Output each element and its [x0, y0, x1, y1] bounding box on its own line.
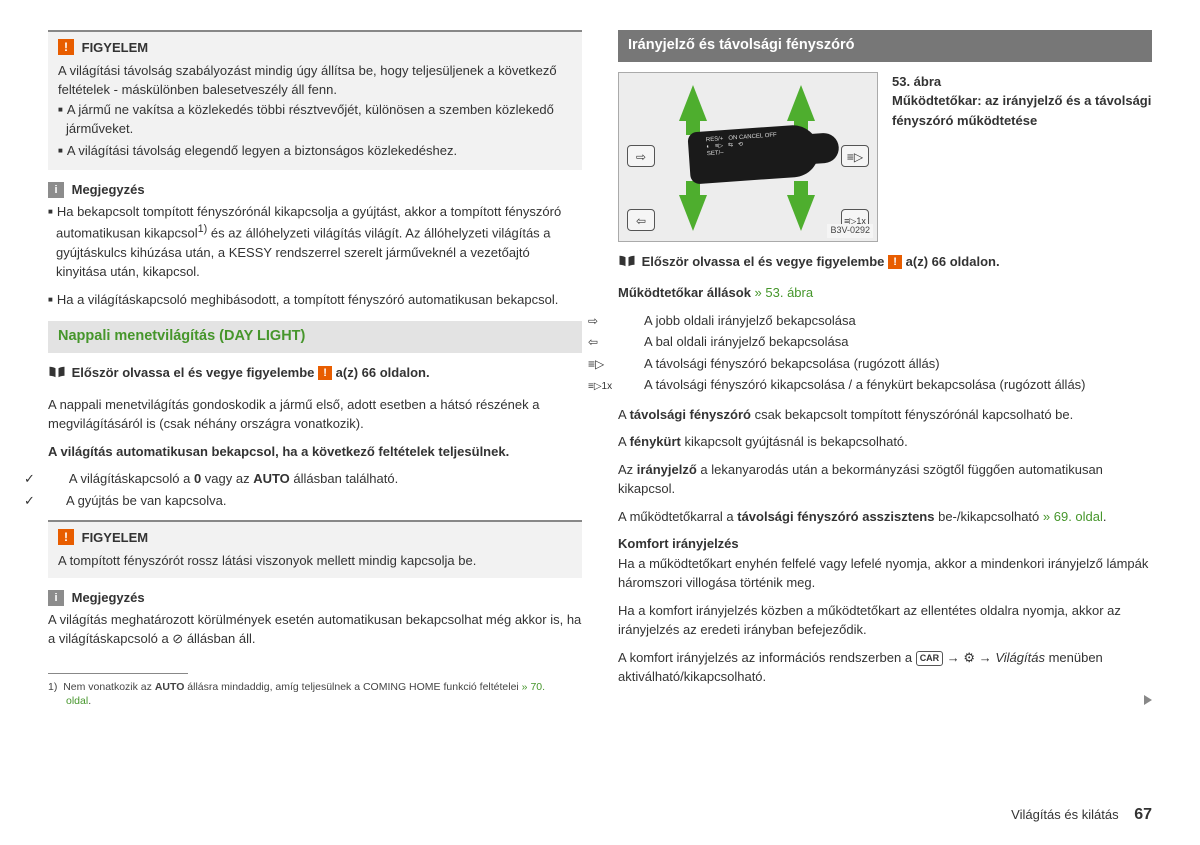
checklist-item: ✓ A világításkapcsoló a 0 vagy az AUTO á… [48, 469, 582, 489]
read-first: Először olvassa el és vegye figyelembe !… [618, 252, 1152, 274]
note-bullet: ■Ha bekapcsolt tompított fényszórónál ki… [48, 202, 582, 282]
checklist-item: ✓A gyújtás be van kapcsolva. [48, 491, 582, 511]
warning-box-1: ! FIGYELEM A világítási távolság szabály… [48, 30, 582, 170]
figure-id: B3V-0292 [827, 224, 873, 238]
right-column: Irányjelző és távolsági fényszóró ⇨ ⇦ ≡▷… [618, 30, 1152, 708]
note-header: i Megjegyzés [48, 180, 582, 200]
book-icon [48, 365, 66, 385]
high-beam-icon: ≡▷ [841, 145, 869, 167]
continue-triangle-icon [1144, 695, 1152, 705]
paragraph: Ha a komfort irányjelzés közben a működt… [618, 601, 1152, 640]
arrow-left-icon: ⇦ [627, 209, 655, 231]
left-column: ! FIGYELEM A világítási távolság szabály… [48, 30, 582, 708]
warning-icon: ! [58, 529, 74, 545]
paragraph: A működtetőkarral a távolsági fényszóró … [618, 507, 1152, 527]
checklist: ✓ A világításkapcsoló a 0 vagy az AUTO á… [48, 469, 582, 510]
paragraph: Ha a működtetőkart enyhén felfelé vagy l… [618, 554, 1152, 593]
position-item: ≡▷1xA távolsági fényszóró kikapcsolása /… [618, 375, 1152, 395]
footnote: 1) Nem vonatkozik az AUTO állásra mindad… [48, 680, 568, 708]
positions-title: Működtetőkar állások » 53. ábra [618, 283, 1152, 303]
section-title-daylight: Nappali menetvilágítás (DAY LIGHT) [48, 321, 582, 353]
position-item: ≡▷A távolsági fényszóró bekapcsolása (ru… [618, 354, 1152, 374]
note-header: i Megjegyzés [48, 588, 582, 608]
position-item: ⇦A bal oldali irányjelző bekapcsolása [618, 332, 1152, 352]
page-footer: Világítás és kilátás 67 [1011, 803, 1152, 827]
warning-icon: ! [58, 39, 74, 55]
note-text: A világítás meghatározott körülmények es… [48, 610, 582, 649]
car-button-icon: CAR [916, 651, 944, 667]
figure-caption: 53. ábra Működtetőkar: az irányjelző és … [892, 72, 1152, 242]
footer-section: Világítás és kilátás [1011, 807, 1118, 822]
warning-text: A tompított fényszórót rossz látási visz… [58, 551, 572, 571]
condition-header: A világítás automatikusan bekapcsol, ha … [48, 442, 582, 462]
read-first: Először olvassa el és vegye figyelembe !… [48, 363, 582, 385]
info-icon: i [48, 590, 64, 606]
komfort-title: Komfort irányjelzés [618, 534, 1152, 554]
paragraph: A komfort irányjelzés az információs ren… [618, 648, 1152, 687]
paragraph: Az irányjelző a lekanyarodás után a beko… [618, 460, 1152, 499]
page-number: 67 [1134, 806, 1152, 823]
paragraph: A fénykürt kikapcsolt gyújtásnál is beka… [618, 432, 1152, 452]
arrow-right-icon: ⇨ [627, 145, 655, 167]
warning-title: FIGYELEM [82, 530, 148, 545]
warning-box-2: ! FIGYELEM A tompított fényszórót rossz … [48, 520, 582, 578]
position-item: ⇨A jobb oldali irányjelző bekapcsolása [618, 311, 1152, 331]
warning-icon: ! [318, 366, 332, 380]
arrow-down-icon [787, 195, 815, 231]
section-title-turn-signal: Irányjelző és távolsági fényszóró [618, 30, 1152, 62]
footnote-separator [48, 673, 188, 674]
book-icon [618, 254, 636, 274]
note-bullet: ■Ha a világításkapcsoló meghibásodott, a… [48, 290, 582, 310]
figure-53: ⇨ ⇦ ≡▷ ≡▷1x RES/+ ON CANCEL OFF◐ ≡▷ ⇆ ⟲S… [618, 72, 878, 242]
warning-icon: ! [888, 255, 902, 269]
arrow-up-icon [787, 85, 815, 121]
arrow-up-icon [679, 85, 707, 121]
figure-row: ⇨ ⇦ ≡▷ ≡▷1x RES/+ ON CANCEL OFF◐ ≡▷ ⇆ ⟲S… [618, 72, 1152, 242]
gear-icon: ⚙ [963, 650, 975, 665]
paragraph: A nappali menetvilágítás gondoskodik a j… [48, 395, 582, 434]
info-icon: i [48, 182, 64, 198]
warning-bullet: ■A jármű ne vakítsa a közlekedés többi r… [58, 100, 572, 139]
paragraph: A távolsági fényszóró csak bekapcsolt to… [618, 405, 1152, 425]
warning-intro: A világítási távolság szabályozást mindi… [58, 61, 572, 100]
control-stalk: RES/+ ON CANCEL OFF◐ ≡▷ ⇆ ⟲SET/– [687, 123, 820, 184]
arrow-down-icon [679, 195, 707, 231]
warning-title: FIGYELEM [82, 40, 148, 55]
positions-list: ⇨A jobb oldali irányjelző bekapcsolása ⇦… [618, 311, 1152, 395]
warning-bullet: ■A világítási távolság elegendő legyen a… [58, 141, 572, 161]
